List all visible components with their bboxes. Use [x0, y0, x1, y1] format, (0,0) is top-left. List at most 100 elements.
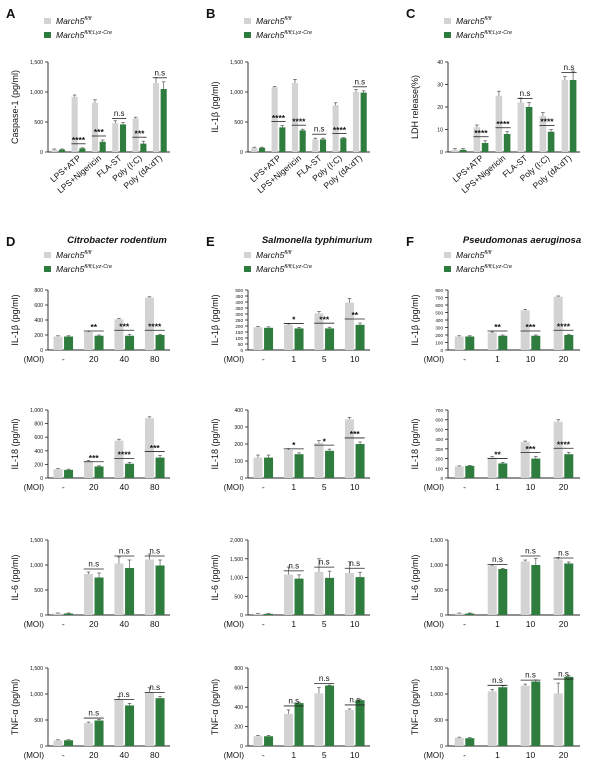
- y-tick-label: 0: [40, 348, 43, 354]
- y-tick-label: 600: [34, 435, 43, 441]
- y-tick-label: 400: [234, 408, 243, 414]
- legend-label-genotype: fl/fl: [484, 16, 492, 22]
- x-category-label: 1: [495, 354, 500, 364]
- significance-label: ***: [319, 314, 330, 324]
- bar-control: [314, 313, 324, 350]
- y-tick-label: 1,000: [230, 90, 243, 96]
- x-category-label: 20: [89, 750, 99, 760]
- legend-swatch-control: [444, 18, 451, 24]
- bar-knockout: [264, 457, 274, 478]
- bar-control: [451, 149, 459, 152]
- x-category-label: 10: [350, 619, 360, 629]
- panel-F4: 0 500 1,000 1,500 TNF-α (pg/ml) - n.s 1 n.s 10 n.s…: [410, 666, 580, 760]
- legend-label-name: March5: [456, 30, 485, 40]
- x-prefix-label: (MOI): [424, 483, 445, 492]
- y-tick-label: 250: [235, 318, 243, 323]
- legend-label: March5fl/fl: [256, 250, 292, 260]
- y-tick-label: 1,000: [30, 563, 43, 569]
- y-tick-label: 500: [435, 427, 443, 432]
- y-tick-label: 600: [34, 303, 43, 309]
- legend-label: March5fl/fl;Lyz-Cre: [56, 264, 112, 274]
- bar-knockout: [125, 335, 135, 350]
- bar-knockout: [481, 143, 489, 152]
- bar-knockout: [155, 457, 165, 478]
- legend-label-genotype: fl/fl;Lyz-Cre: [284, 264, 312, 270]
- significance-label: ****: [557, 321, 571, 331]
- bar-knockout: [58, 149, 66, 152]
- y-axis-title: IL-1β (pg/ml): [210, 294, 220, 345]
- y-tick-label: 0: [40, 744, 43, 750]
- legend-label-genotype: fl/fl: [284, 16, 292, 22]
- x-category-label: 1: [495, 482, 500, 492]
- legend-label-name: March5: [256, 250, 285, 260]
- panel-D2: 0 200 400 600 800 1,000 IL-18 (pg/ml) - *** 20 ***…: [10, 408, 170, 492]
- x-category-label: 1: [495, 619, 500, 629]
- x-prefix-label: (MOI): [224, 620, 245, 629]
- legend-swatch-knockout: [444, 32, 451, 38]
- bar-control: [53, 613, 63, 615]
- panel-letter: F: [406, 234, 414, 249]
- legend-label-genotype: fl/fl;Lyz-Cre: [484, 30, 512, 36]
- significance-label: ****: [474, 128, 488, 138]
- legend-label-name: March5: [456, 16, 485, 26]
- y-tick-label: 700: [435, 408, 443, 413]
- bar-control: [314, 571, 324, 615]
- bar-control: [253, 327, 263, 350]
- bar-knockout: [94, 720, 104, 746]
- x-category-label: 20: [89, 354, 99, 364]
- bar-knockout: [155, 335, 165, 350]
- y-tick-label: 1,000: [30, 408, 43, 414]
- legend-label-name: March5: [456, 264, 485, 274]
- y-tick-label: 500: [434, 718, 443, 724]
- y-tick-label: 600: [234, 686, 243, 692]
- x-category-label: 40: [120, 750, 130, 760]
- bar-control: [114, 440, 124, 478]
- bar-control: [454, 336, 464, 350]
- bar-knockout: [264, 327, 274, 350]
- legend-label-genotype: fl/fl: [284, 250, 292, 256]
- bar-knockout: [564, 335, 574, 350]
- y-tick-label: 0: [240, 150, 243, 156]
- bar-knockout: [294, 578, 304, 615]
- bar-control: [553, 693, 563, 746]
- y-tick-label: 700: [435, 296, 443, 301]
- bar-control: [83, 461, 93, 478]
- x-category-label: 10: [350, 354, 360, 364]
- bar-control: [344, 302, 354, 350]
- y-tick-label: 1,500: [230, 557, 243, 563]
- significance-label: ****: [557, 439, 571, 449]
- x-category-label: 5: [322, 482, 327, 492]
- x-prefix-label: (MOI): [24, 620, 45, 629]
- bar-knockout: [498, 569, 508, 615]
- significance-label: ****: [72, 135, 86, 145]
- bar-control: [332, 105, 339, 152]
- bar-knockout: [125, 463, 135, 478]
- bar-control: [487, 332, 497, 350]
- legend-label: March5fl/fl;Lyz-Cre: [56, 30, 112, 40]
- panel-D4: 0 500 1,000 1,500 TNF-α (pg/ml) - n.s 20 n.s 40 n.…: [10, 666, 170, 760]
- legend-label-name: March5: [256, 264, 285, 274]
- y-tick-label: 0: [240, 744, 243, 750]
- x-category-label: 5: [322, 619, 327, 629]
- y-tick-label: 1,500: [30, 538, 43, 544]
- bar-control: [495, 95, 503, 152]
- y-tick-label: 200: [435, 333, 443, 338]
- y-tick-label: 400: [34, 449, 43, 455]
- y-tick-label: 1,000: [430, 563, 443, 569]
- bar-knockout: [498, 335, 508, 350]
- panel-E3: 0 500 1,000 1,500 2,000 IL-6 (pg/ml) - n.s 1 n.s 5…: [210, 538, 370, 629]
- x-category-label: 20: [559, 750, 569, 760]
- significance-label: n.s: [88, 709, 99, 718]
- x-category-label: -: [463, 482, 466, 492]
- bar-knockout: [94, 466, 104, 478]
- x-category-label: 10: [526, 354, 536, 364]
- x-category-label: -: [262, 482, 265, 492]
- bar-knockout: [299, 130, 306, 152]
- y-tick-label: 200: [235, 324, 243, 329]
- significance-label: n.s: [319, 558, 330, 567]
- y-tick-label: 200: [234, 725, 243, 731]
- y-tick-label: 0: [440, 348, 443, 353]
- significance-label: n.s: [354, 77, 365, 86]
- y-tick-label: 2,000: [230, 538, 243, 544]
